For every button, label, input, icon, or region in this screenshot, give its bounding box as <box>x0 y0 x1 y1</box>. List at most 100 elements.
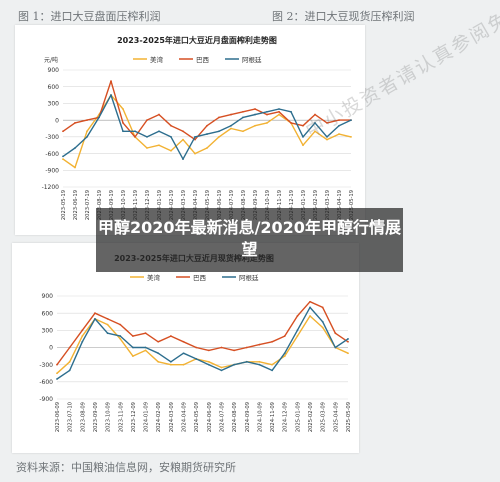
data-point <box>302 135 304 138</box>
data-point <box>321 326 324 329</box>
y-tick-label: -300 <box>45 134 59 141</box>
data-point <box>157 340 160 343</box>
legend-label-0: 美湾 <box>150 55 164 64</box>
x-tick-label: 2024-12-09 <box>283 402 289 432</box>
data-point <box>157 360 160 363</box>
data-point <box>321 306 324 309</box>
data-point <box>146 119 148 122</box>
y-tick-label: 0 <box>49 345 53 352</box>
data-point <box>218 116 220 119</box>
x-tick-label: 2025-01-19 <box>301 190 307 220</box>
y-tick-label: -600 <box>45 151 59 158</box>
data-point <box>296 335 299 337</box>
x-tick-label: 2024-11-09 <box>270 402 276 432</box>
data-point <box>106 317 109 320</box>
y-tick-label: 900 <box>42 293 54 300</box>
x-tick-label: 2024-08-19 <box>241 190 247 220</box>
data-point <box>68 346 71 349</box>
data-point <box>271 340 273 343</box>
data-point <box>170 149 172 152</box>
series-line-1 <box>56 301 349 366</box>
data-point <box>86 130 88 133</box>
data-point <box>309 306 311 309</box>
x-tick-label: 2025-02-19 <box>313 190 319 220</box>
data-point <box>144 349 147 352</box>
legend-label-2: 阿根廷 <box>242 55 262 64</box>
legend-label-1: 巴西 <box>193 274 207 282</box>
x-tick-label: 2025-04-09 <box>333 402 339 432</box>
data-point <box>258 343 261 346</box>
data-point <box>207 349 210 352</box>
data-point <box>350 135 352 138</box>
legend-label-1: 巴西 <box>196 56 210 64</box>
data-point <box>338 124 340 127</box>
y-tick-label: -600 <box>39 379 53 386</box>
data-point <box>194 152 196 155</box>
data-point <box>230 127 232 130</box>
x-tick-label: 2025-03-09 <box>321 402 327 432</box>
x-tick-label: 2023-07-19 <box>85 190 91 220</box>
data-point <box>290 122 292 124</box>
data-point <box>258 360 261 363</box>
data-point <box>195 358 198 360</box>
x-tick-label: 2024-01-09 <box>144 402 150 432</box>
chart-panel-2: 2023-2025年进口大豆近月现货榨利走势图美湾巴西阿根廷9006003000… <box>12 243 359 453</box>
data-point <box>146 135 148 138</box>
figure-2-label: 图 2：进口大豆现货压榨利润 <box>272 10 415 23</box>
x-tick-label: 2024-04-19 <box>193 190 199 220</box>
series-line-0 <box>56 315 349 374</box>
data-point <box>182 363 185 366</box>
data-point <box>74 166 76 169</box>
x-tick-label: 2024-09-09 <box>245 402 251 432</box>
data-point <box>314 122 316 124</box>
data-point <box>233 363 236 366</box>
x-tick-label: 2025-03-19 <box>325 190 331 220</box>
chart-title: 2023-2025年进口大豆近月盘面榨利走势图 <box>117 35 277 45</box>
data-point <box>326 135 328 138</box>
data-point <box>321 320 324 323</box>
data-point <box>132 335 134 337</box>
data-point <box>119 323 122 326</box>
x-tick-label: 2024-01-19 <box>157 190 163 220</box>
y-tick-label: -900 <box>39 396 53 403</box>
data-point <box>254 124 256 127</box>
data-point <box>119 338 122 340</box>
data-point <box>207 363 210 366</box>
x-tick-label: 2025-05-19 <box>349 190 355 220</box>
data-point <box>106 323 109 326</box>
x-tick-label: 2025-05-09 <box>346 402 352 432</box>
x-tick-label: 2024-06-09 <box>207 402 213 432</box>
data-point <box>296 315 299 317</box>
data-point <box>134 130 136 133</box>
data-point <box>182 158 184 161</box>
x-tick-label: 2024-12-19 <box>289 190 295 220</box>
y-axis-label: 元/吨 <box>44 56 58 64</box>
data-point <box>134 135 136 138</box>
data-point <box>86 135 88 138</box>
data-point <box>62 158 64 161</box>
x-tick-label: 2024-07-19 <box>229 190 235 220</box>
data-point <box>278 108 280 110</box>
data-point <box>110 94 112 96</box>
data-point <box>56 372 58 375</box>
x-tick-label: 2025-01-09 <box>295 402 301 432</box>
data-point <box>220 369 223 372</box>
data-point <box>302 144 304 147</box>
data-point <box>182 340 185 343</box>
x-tick-label: 2024-04-09 <box>182 402 188 432</box>
data-point <box>283 335 286 337</box>
data-point <box>218 130 220 133</box>
data-point <box>230 113 232 116</box>
data-point <box>170 135 172 138</box>
x-tick-label: 2024-10-09 <box>257 402 263 432</box>
data-point <box>182 138 184 141</box>
y-tick-label: -900 <box>45 167 59 174</box>
data-point <box>62 130 64 133</box>
data-point <box>266 113 268 116</box>
x-tick-label: 2025-04-19 <box>337 190 343 220</box>
data-point <box>220 366 223 369</box>
data-point <box>194 135 196 138</box>
data-point <box>74 122 76 124</box>
data-point <box>278 110 280 113</box>
